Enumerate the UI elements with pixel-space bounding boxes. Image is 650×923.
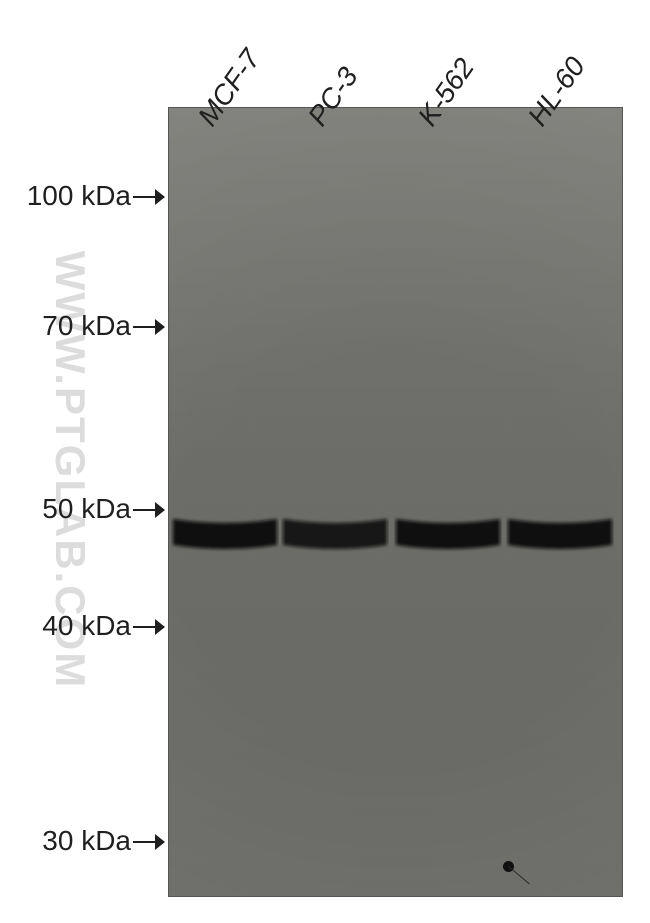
arrow-right-icon [133, 827, 165, 859]
band [171, 515, 279, 565]
mw-marker: 30 kDa [42, 825, 165, 859]
mw-marker: 50 kDa [42, 493, 165, 527]
artifact-tail [506, 864, 531, 891]
band [281, 515, 389, 565]
mw-marker-label: 70 kDa [42, 310, 131, 341]
band [506, 515, 614, 565]
mw-marker: 40 kDa [42, 610, 165, 644]
arrow-right-icon [133, 495, 165, 527]
mw-marker: 70 kDa [42, 310, 165, 344]
mw-marker-label: 40 kDa [42, 610, 131, 641]
mw-marker-label: 100 kDa [27, 180, 131, 211]
arrow-right-icon [133, 312, 165, 344]
mw-marker: 100 kDa [27, 180, 165, 214]
blot-membrane [168, 107, 623, 897]
arrow-right-icon [133, 612, 165, 644]
mw-marker-label: 30 kDa [42, 825, 131, 856]
band [394, 515, 502, 565]
mw-marker-label: 50 kDa [42, 493, 131, 524]
arrow-right-icon [133, 182, 165, 214]
